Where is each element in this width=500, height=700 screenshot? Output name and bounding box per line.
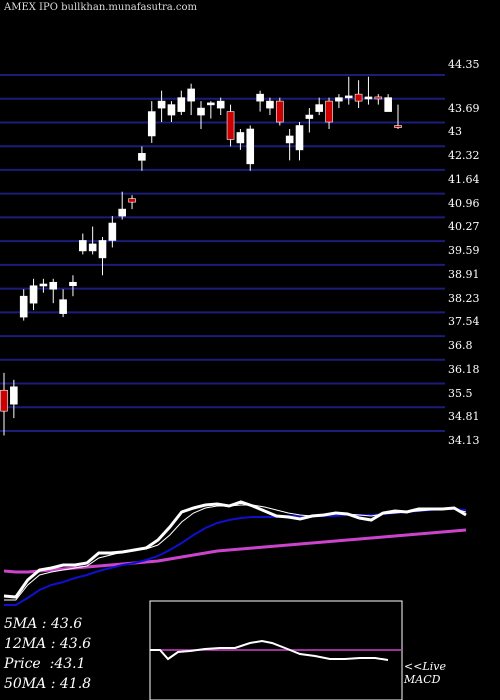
candle-body [207, 102, 215, 106]
candle-body [98, 240, 107, 259]
y-tick-label: 43.69 [448, 101, 480, 115]
candle-body [285, 135, 294, 144]
candle-body [236, 132, 245, 144]
candle-body [335, 97, 343, 102]
y-tick-label: 39.59 [448, 244, 480, 258]
candle-body [364, 96, 373, 100]
candle-body [19, 295, 28, 318]
y-tick-label: 36.8 [448, 339, 473, 353]
candle-body [10, 386, 18, 405]
y-tick-label: 42.32 [448, 149, 480, 163]
stat-price: Price :43.1 [4, 656, 86, 672]
candle-body [79, 240, 87, 252]
candle-body [315, 104, 324, 112]
candle-body [197, 107, 205, 116]
candle-body [325, 100, 333, 123]
y-tick-label: 40.96 [448, 196, 480, 210]
live-macd-label: <<Live MACD [404, 660, 446, 686]
candle-body [374, 96, 383, 100]
y-tick-label: 43 [448, 125, 462, 139]
candle-body [295, 125, 304, 151]
macd-label: MACD [404, 673, 441, 686]
y-tick-label: 38.91 [448, 267, 480, 281]
candle-body [246, 128, 255, 165]
candle-body [88, 243, 97, 252]
chart-title: AMEX IPO bullkhan.munafasutra.com [4, 2, 198, 13]
candle-body [39, 283, 48, 287]
y-tick-label: 34.81 [448, 410, 480, 424]
candle-body [266, 100, 274, 109]
candle-body [138, 153, 146, 161]
candle-body [187, 88, 195, 102]
candle-body [394, 125, 402, 128]
candle-body [256, 93, 264, 102]
candle-body [49, 281, 58, 290]
y-tick-label: 36.18 [448, 362, 480, 376]
candle-body [384, 97, 392, 112]
ma-mid-line [4, 508, 467, 606]
stat-5ma: 5MA : 43.6 [4, 616, 83, 632]
y-tick-label: 34.13 [448, 434, 480, 447]
candle-body [0, 389, 8, 412]
stat-50ma: 50MA : 41.8 [4, 676, 92, 692]
candle-body [354, 93, 363, 102]
candle-body [305, 114, 314, 119]
candle-body [226, 111, 235, 140]
price-line [3, 500, 467, 599]
stat-12ma: 12MA : 43.6 [4, 636, 92, 652]
y-tick-label: 38.23 [448, 291, 480, 305]
candles-layer [0, 76, 402, 436]
macd-line [150, 639, 389, 661]
y-tick-label: 40.27 [448, 220, 480, 234]
candle-body [59, 299, 67, 314]
macd-panel [149, 600, 403, 700]
candle-body [157, 100, 166, 109]
candle-body [29, 285, 38, 304]
y-tick-label: 37.54 [448, 315, 480, 329]
live-label: <<Live [404, 660, 446, 673]
moving-average-panel [3, 500, 467, 606]
candle-body [275, 100, 284, 123]
candle-body [177, 97, 186, 112]
candle-body [128, 198, 136, 203]
candle-body [69, 281, 77, 287]
y-tick-label: 44.35 [448, 58, 480, 71]
candle-body [108, 222, 117, 241]
candle-body [147, 111, 156, 137]
candle-body [118, 208, 126, 217]
candle-body [216, 100, 225, 109]
price-grid [0, 74, 445, 432]
y-tick-label: 35.5 [448, 386, 473, 400]
candle-body [344, 95, 353, 99]
candle-body [167, 104, 176, 116]
y-tick-label: 41.64 [448, 172, 480, 186]
